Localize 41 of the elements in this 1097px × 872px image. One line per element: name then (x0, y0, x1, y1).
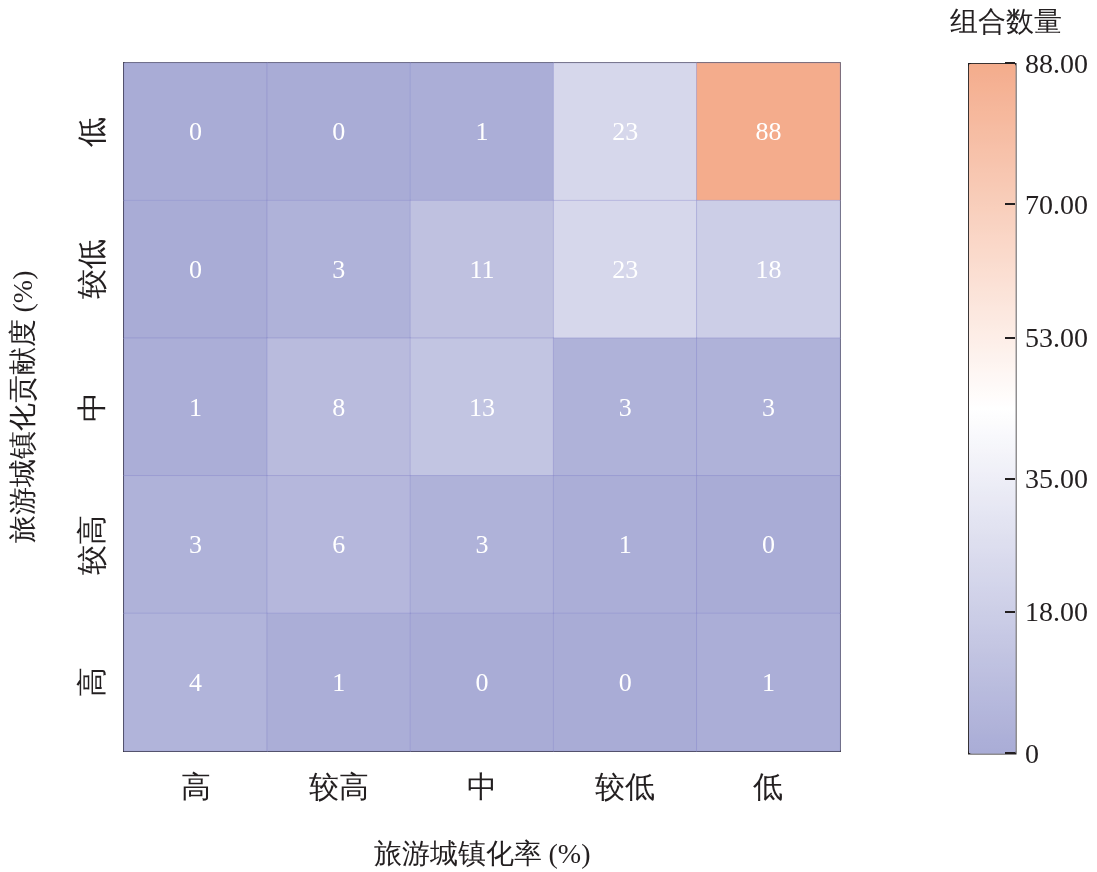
data-label: 0 (761, 530, 775, 560)
y-axis-title: 旅游城镇化贡献度 (%) (6, 270, 38, 544)
data-label: 0 (189, 254, 203, 284)
data-label: 6 (332, 530, 346, 560)
data-label: 13 (469, 392, 495, 422)
y-tick-label: 低 (74, 116, 108, 147)
data-label: 3 (618, 392, 632, 422)
x-tick-label: 低 (753, 769, 784, 803)
color-bar-label: 35.00 (1025, 463, 1088, 495)
data-label: 4 (189, 667, 203, 697)
y-tick-label: 中 (74, 392, 108, 422)
data-label: 11 (469, 254, 495, 284)
data-label: 8 (332, 392, 346, 422)
x-axis-title: 旅游城镇化率 (%) (373, 837, 591, 869)
y-tick-label: 较高 (74, 514, 108, 575)
y-tick-label: 高 (74, 667, 108, 698)
data-label: 1 (189, 392, 203, 422)
data-label: 3 (761, 392, 775, 422)
color-bar-title: 组合数量 (950, 5, 1062, 37)
data-label: 0 (332, 117, 346, 147)
color-bar-label: 88.00 (1025, 47, 1088, 79)
color-bar-label: 0 (1025, 737, 1039, 769)
color-bar-label: 18.00 (1025, 596, 1088, 628)
x-tick-label: 中 (467, 769, 497, 803)
data-label: 3 (189, 530, 203, 560)
color-bar-label: 70.00 (1025, 188, 1088, 220)
data-label: 0 (189, 117, 203, 147)
data-label: 1 (475, 117, 489, 147)
color-bar-label: 53.00 (1025, 321, 1088, 353)
x-tick-label: 高 (180, 769, 211, 803)
x-tick-label: 较低 (595, 769, 656, 803)
x-tick-label: 较高 (308, 769, 369, 803)
data-label: 1 (618, 530, 632, 560)
data-label: 3 (332, 254, 346, 284)
y-tick-label: 较低 (74, 239, 108, 300)
data-label: 1 (761, 667, 775, 697)
data-label: 0 (618, 667, 632, 697)
data-label: 88 (755, 117, 782, 147)
data-label: 0 (475, 667, 489, 697)
data-label: 3 (475, 530, 489, 560)
data-label: 1 (332, 667, 346, 697)
